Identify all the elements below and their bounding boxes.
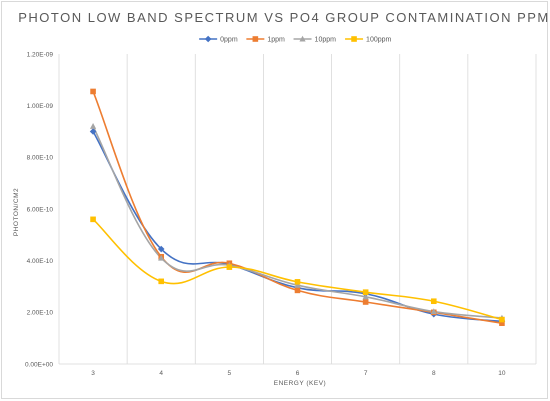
legend-label: 10ppm [315, 36, 337, 43]
x-tick-label: 5 [228, 370, 232, 377]
legend-marker [299, 35, 306, 42]
data-point-10ppm [294, 281, 301, 288]
y-tick-label: 1.20E-09 [27, 51, 54, 58]
x-tick-label: 8 [432, 370, 436, 377]
chart-title: PHOTON LOW BAND SPECTRUM VS PO4 GROUP CO… [18, 10, 550, 25]
y-tick-label: 8.00E-10 [27, 155, 54, 162]
x-tick-label: 10 [498, 370, 506, 377]
data-point-100ppm [499, 316, 505, 323]
x-axis-title: ENERGY (KEV) [274, 380, 326, 387]
legend-item-0ppm: 0ppm [199, 35, 238, 43]
legend-marker [351, 36, 357, 42]
data-point-100ppm [430, 298, 437, 305]
x-tick-label: 7 [364, 370, 368, 377]
gridlines [58, 54, 537, 365]
y-axis-title: PHOTON/CM2 [13, 188, 20, 236]
data-point-0ppm [157, 245, 165, 253]
data-point-10ppm [430, 308, 437, 315]
data-point-100ppm [226, 264, 233, 270]
data-point-1ppm [90, 88, 96, 95]
series-markers [89, 88, 506, 326]
data-point-0ppm [89, 128, 97, 135]
data-point-10ppm [362, 293, 369, 300]
data-point-100ppm [158, 278, 165, 285]
legend-marker [204, 35, 212, 43]
y-tick-label: 6.00E-10 [27, 206, 54, 213]
legend-item-1ppm: 1ppm [246, 36, 285, 43]
data-point-100ppm [362, 289, 369, 295]
data-point-100ppm [90, 216, 96, 223]
legend-label: 1ppm [267, 36, 285, 43]
y-tick-label: 0.00E+00 [25, 361, 53, 368]
data-point-10ppm [89, 123, 97, 129]
legend-label: 0ppm [220, 36, 238, 43]
data-point-10ppm [158, 254, 165, 261]
legend-item-10ppm: 10ppm [293, 35, 337, 43]
x-tick-label: 4 [159, 370, 163, 377]
y-tick-label: 4.00E-10 [27, 258, 54, 265]
series-line-100ppm [92, 218, 503, 321]
data-point-1ppm [499, 320, 505, 326]
legend-item-100ppm: 100ppm [345, 36, 392, 43]
data-point-1ppm [362, 299, 369, 305]
legend-label: 100ppm [366, 36, 391, 43]
data-point-100ppm [294, 279, 301, 285]
x-tick-label: 3 [91, 370, 95, 377]
x-tick-label: 6 [296, 370, 300, 377]
data-point-1ppm [294, 287, 301, 294]
legend-marker [252, 36, 259, 42]
y-axis-ticks: 0.00E+00 2.00E-10 4.00E-10 6.00E-10 8.00E-10… [25, 51, 53, 368]
y-tick-label: 1.00E-09 [27, 103, 54, 110]
y-tick-label: 2.00E-10 [27, 310, 54, 317]
legend: 0ppm 1ppm 10ppm 100ppm [199, 35, 392, 43]
x-axis-ticks: 3 4 5 6 7 8 10 [91, 370, 506, 377]
